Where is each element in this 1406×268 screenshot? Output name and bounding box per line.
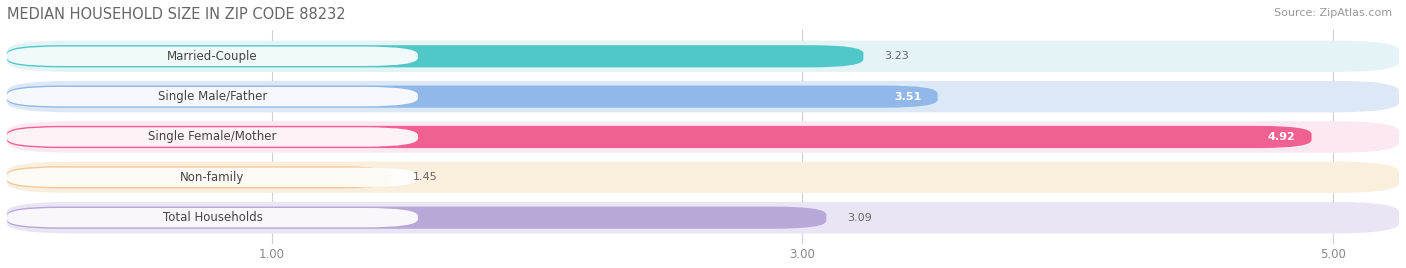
Text: 3.23: 3.23 — [884, 51, 910, 61]
FancyBboxPatch shape — [7, 207, 827, 229]
Text: 4.92: 4.92 — [1268, 132, 1296, 142]
FancyBboxPatch shape — [7, 45, 863, 67]
FancyBboxPatch shape — [7, 126, 1312, 148]
FancyBboxPatch shape — [7, 81, 1399, 112]
FancyBboxPatch shape — [7, 202, 1399, 233]
Text: Total Households: Total Households — [163, 211, 263, 224]
FancyBboxPatch shape — [7, 208, 418, 227]
Text: Non-family: Non-family — [180, 171, 245, 184]
FancyBboxPatch shape — [7, 166, 391, 188]
FancyBboxPatch shape — [7, 168, 418, 187]
FancyBboxPatch shape — [7, 121, 1399, 153]
Text: Single Male/Father: Single Male/Father — [157, 90, 267, 103]
Text: Source: ZipAtlas.com: Source: ZipAtlas.com — [1274, 8, 1392, 18]
FancyBboxPatch shape — [7, 85, 938, 108]
Text: Single Female/Mother: Single Female/Mother — [148, 131, 277, 143]
Text: 3.09: 3.09 — [848, 213, 872, 223]
FancyBboxPatch shape — [7, 162, 1399, 193]
Text: MEDIAN HOUSEHOLD SIZE IN ZIP CODE 88232: MEDIAN HOUSEHOLD SIZE IN ZIP CODE 88232 — [7, 7, 346, 22]
FancyBboxPatch shape — [7, 40, 1399, 72]
Text: 3.51: 3.51 — [894, 92, 922, 102]
Text: 1.45: 1.45 — [412, 172, 437, 182]
FancyBboxPatch shape — [7, 127, 418, 147]
FancyBboxPatch shape — [7, 47, 418, 66]
FancyBboxPatch shape — [7, 87, 418, 106]
Text: Married-Couple: Married-Couple — [167, 50, 257, 63]
